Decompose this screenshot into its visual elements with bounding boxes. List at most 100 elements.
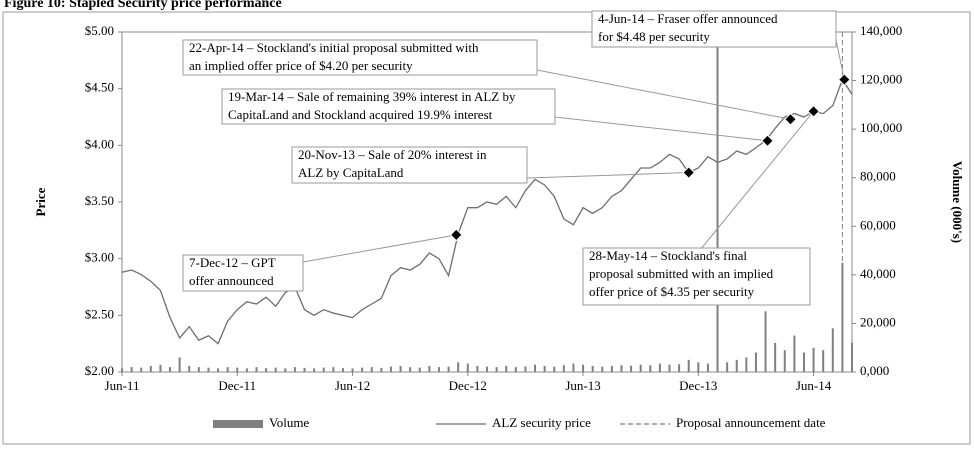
annotation-text: for $4.48 per security (598, 29, 710, 44)
volume-bar (524, 366, 527, 372)
volume-bar (543, 365, 546, 372)
volume-bar (313, 368, 316, 372)
annotation-text: offer price of $4.35 per security (589, 284, 755, 299)
y2-tick-label: 40,000 (860, 266, 896, 281)
volume-bar (466, 363, 469, 372)
event-marker (761, 134, 774, 148)
legend-label: ALZ security price (492, 415, 591, 430)
legend-label: Volume (269, 415, 309, 430)
volume-bar (447, 366, 450, 372)
volume-bar (178, 357, 181, 372)
annotation-box (291, 146, 528, 184)
leader-line (302, 234, 457, 263)
volume-bar (293, 367, 296, 372)
volume-bar (851, 342, 853, 372)
volume-bar (322, 367, 325, 372)
annotation-box (182, 254, 304, 292)
leader-line (835, 39, 845, 80)
volume-bar (207, 367, 210, 372)
volume-bar (197, 367, 200, 372)
y-tick-label: $4.00 (85, 136, 114, 151)
volume-bar (486, 366, 488, 372)
volume-bar (793, 335, 796, 372)
y2-tick-label: 120,000 (860, 72, 902, 87)
x-tick-label: Dec-11 (218, 378, 256, 393)
volume-bar (217, 368, 220, 372)
y2-tick-label: 100,000 (860, 120, 902, 135)
volume-bar (437, 367, 440, 372)
volume-bar (188, 365, 191, 372)
event-marker (784, 112, 797, 126)
volume-bar (716, 32, 719, 372)
volume-bar (687, 359, 690, 372)
volume-bar (140, 367, 143, 372)
event-marker (449, 228, 463, 242)
volume-bar (601, 366, 604, 372)
volume-bar (812, 347, 815, 372)
volume-bar (245, 368, 248, 372)
volume-bar (159, 364, 162, 372)
volume-bar (553, 366, 556, 372)
x-tick-label: Dec-12 (449, 378, 487, 393)
volume-bar (149, 365, 152, 372)
event-marker (807, 104, 820, 118)
annotation-text: 19-Mar-14 – Sale of remaining 39% intere… (228, 89, 516, 104)
volume-bar (822, 350, 825, 372)
leader-line (554, 116, 768, 142)
y2-tick-label: 140,000 (860, 23, 902, 38)
volume-bar (754, 352, 757, 372)
volume-bar (668, 364, 671, 372)
volume-bar (678, 364, 681, 372)
volume-bar (226, 367, 229, 372)
volume-bar (255, 367, 258, 372)
volume-bar (534, 364, 537, 372)
y2-axis-title: Volume (000's) (950, 161, 965, 243)
volume-bar (351, 368, 354, 372)
volume-bar (620, 365, 623, 372)
x-tick-label: Jun-14 (796, 378, 832, 393)
volume-bar (831, 328, 834, 372)
volume-bar (476, 365, 479, 372)
x-tick-label: Jun-11 (105, 378, 140, 393)
volume-bar (169, 367, 172, 372)
volume-bar (630, 365, 633, 372)
annotation-text: 22-Apr-14 – Stockland's initial proposal… (189, 40, 479, 55)
volume-bar (582, 364, 585, 372)
y-axis-title: Price (33, 187, 48, 216)
volume-bar (745, 357, 748, 372)
volume-bar (370, 367, 373, 372)
x-tick-label: Jun-13 (565, 378, 600, 393)
volume-bar (274, 367, 277, 372)
volume-bar (303, 367, 306, 372)
frame (2, 11, 971, 445)
volume-bar (341, 368, 344, 372)
volume-bar (428, 365, 431, 372)
volume-bar (505, 365, 508, 372)
volume-bar (658, 363, 661, 372)
annotation-text: 4-Jun-14 – Fraser offer announced (598, 11, 778, 26)
price-line (121, 78, 853, 345)
legend-label: Proposal announcement date (676, 415, 826, 430)
chart-title: Figure 10: Stapled Security price perfor… (4, 0, 282, 11)
volume-bar (265, 368, 268, 372)
volume-bar (332, 367, 335, 372)
y-tick-label: $5.00 (85, 23, 114, 38)
annotation-box (182, 39, 538, 76)
annotation-text: an implied offer price of $4.20 per secu… (189, 58, 413, 73)
volume-bar (591, 365, 594, 372)
annotation-text: CapitaLand and Stockland acquired 19.9% … (228, 107, 493, 122)
volume-bar (380, 367, 383, 372)
volume-bar (706, 363, 709, 372)
volume-bar (562, 365, 565, 372)
volume-bar (572, 363, 575, 372)
annotation-box (221, 88, 556, 125)
volume-bar (457, 362, 460, 372)
annotation-text: ALZ by CapitaLand (298, 165, 404, 180)
y2-tick-label: 80,000 (860, 169, 896, 184)
volume-bar (783, 350, 786, 372)
volume-bar (514, 367, 517, 372)
volume-bar (130, 367, 133, 372)
volume-bar (802, 352, 805, 372)
volume-bar (361, 367, 364, 372)
